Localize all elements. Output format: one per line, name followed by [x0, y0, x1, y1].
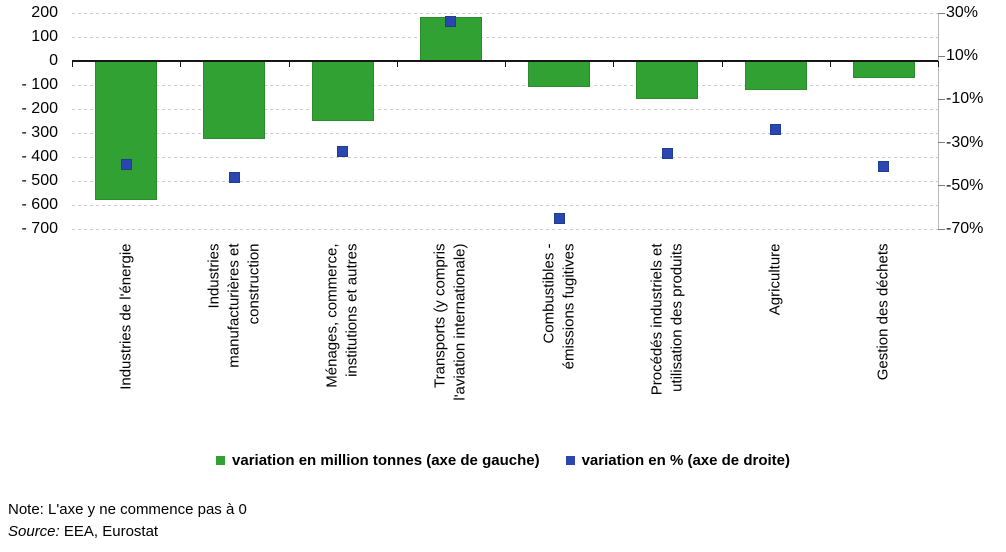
bar: [852, 61, 915, 78]
right-axis-tick-label: 30%: [946, 4, 979, 21]
gridline: [72, 12, 938, 14]
bar: [528, 61, 591, 88]
legend-label: variation en million tonnes (axe de gauc…: [232, 452, 540, 469]
percent-marker: [445, 16, 457, 28]
x-axis-boundary-tick: [288, 61, 290, 67]
percent-marker: [661, 147, 673, 159]
gridline: [72, 108, 938, 110]
right-axis-tick-label: -70%: [946, 220, 984, 237]
category-label: Transports (y compris l'aviation interna…: [431, 243, 469, 401]
x-axis-boundary-tick: [613, 61, 615, 67]
source-line: Source: EEA, Eurostat: [8, 521, 247, 543]
bar: [311, 61, 374, 121]
scatter-series-swatch-icon: [565, 456, 575, 465]
x-axis-boundary-tick: [938, 61, 939, 67]
x-axis-boundary-tick: [505, 61, 506, 67]
bar: [203, 61, 266, 139]
legend-label: variation en % (axe de droite): [581, 452, 790, 469]
right-axis-tick: [938, 98, 945, 100]
category-label: Industries de l'énergie: [117, 243, 135, 390]
chart-footnotes: Note: L'axe y ne commence pas à 0 Source…: [8, 499, 247, 543]
left-axis-tick-label: 200: [31, 4, 58, 21]
left-axis-tick-label: - 300: [21, 124, 58, 141]
right-axis-tick: [938, 185, 945, 187]
gridline: [72, 180, 938, 182]
gridline: [72, 228, 938, 230]
bar: [744, 61, 807, 90]
category-label: Ménages, commerce, institutions et autre…: [323, 243, 361, 388]
category-label: Agriculture: [766, 243, 784, 315]
gridline: [72, 204, 938, 206]
category-label: Procédés industriels et utilisation des …: [648, 243, 686, 395]
right-axis-tick-label: -50%: [946, 176, 984, 194]
right-axis-tick-label: 10%: [946, 47, 979, 65]
left-axis-tick-label: - 700: [21, 220, 58, 237]
right-axis-tick: [938, 12, 945, 14]
x-axis-boundary-tick: [721, 61, 723, 67]
note-text: Note: L'axe y ne commence pas à 0: [8, 501, 247, 518]
right-axis-tick-label: -10%: [946, 90, 984, 108]
left-axis-tick-label: - 600: [21, 196, 58, 213]
right-axis-line: [938, 13, 939, 229]
category-label: Industries manufacturières et constructi…: [205, 243, 263, 368]
percent-marker: [228, 171, 240, 183]
source-value: EEA, Eurostat: [59, 523, 159, 540]
percent-marker: [120, 158, 132, 170]
legend-item: variation en % (axe de droite): [565, 451, 790, 470]
x-axis-boundary-tick: [180, 61, 182, 67]
legend-item: variation en million tonnes (axe de gauc…: [216, 451, 540, 470]
bar: [95, 61, 158, 201]
right-axis-tick-label: -30%: [946, 133, 984, 151]
left-axis-tick-label: 0: [49, 52, 58, 69]
source-label: Source:: [8, 523, 60, 540]
bar: [636, 61, 699, 100]
bar-series-swatch-icon: [216, 456, 226, 465]
right-axis-tick: [938, 228, 945, 230]
left-axis-tick-label: - 500: [21, 172, 58, 189]
gridline: [72, 84, 938, 86]
percent-marker: [878, 160, 890, 172]
gridline: [72, 132, 938, 134]
x-axis-boundary-tick: [396, 61, 398, 67]
right-axis-tick: [938, 55, 945, 57]
left-axis-tick-label: - 400: [21, 148, 58, 165]
percent-marker: [337, 145, 349, 157]
gridline: [72, 36, 938, 38]
gridline: [72, 156, 938, 158]
right-axis-tick: [938, 142, 945, 144]
percent-marker: [770, 124, 782, 136]
chart-legend: variation en million tonnes (axe de gauc…: [0, 451, 1006, 470]
left-axis-tick-label: 100: [31, 28, 58, 45]
x-axis-boundary-tick: [829, 61, 831, 67]
left-axis-tick-label: - 100: [21, 76, 58, 93]
category-label: Gestion des déchets: [874, 243, 892, 380]
left-axis-tick-label: - 200: [21, 100, 58, 117]
category-label: Combustibles - émissions fugitives: [540, 243, 578, 369]
percent-marker: [553, 212, 565, 224]
x-axis-boundary-tick: [72, 61, 73, 67]
